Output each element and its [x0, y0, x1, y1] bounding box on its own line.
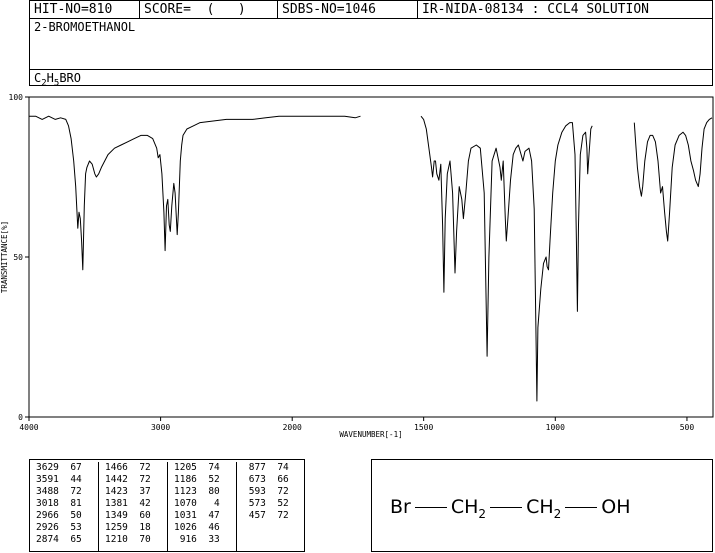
peak-column-1: 3629 67 3591 44 3488 72 3018 81 2966 50 … — [30, 462, 99, 551]
peak-table: 3629 67 3591 44 3488 72 3018 81 2966 50 … — [29, 459, 305, 552]
peak-entry: 1210 70 — [105, 534, 151, 545]
peak-entry: 1259 18 — [105, 522, 151, 533]
single-bond — [565, 507, 598, 508]
molecular-formula: C2H5BRO — [34, 71, 81, 90]
header-panel: HIT-NO=810 SCORE= ( ) SDBS-NO=1046 IR-NI… — [29, 0, 713, 88]
formula-divider — [30, 69, 712, 70]
header-row: HIT-NO=810 SCORE= ( ) SDBS-NO=1046 IR-NI… — [30, 1, 712, 19]
spectrum-segment-2 — [420, 115, 593, 402]
peak-entry: 3591 44 — [36, 474, 82, 485]
peak-entry: 1186 52 — [174, 474, 220, 485]
x-axis: 4000 3000 2000 1500 1000 500 — [19, 417, 694, 432]
structural-formula: Br CH2 CH2 OH — [390, 496, 631, 521]
peak-entry: 593 72 — [243, 486, 289, 497]
peak-column-3: 1205 74 1186 52 1123 80 1070 4 1031 47 1… — [168, 462, 237, 551]
peak-entry: 1381 42 — [105, 498, 151, 509]
group-oh: OH — [601, 496, 631, 518]
group-ch2-b: CH — [526, 496, 554, 518]
peak-entry: 1442 72 — [105, 474, 151, 485]
peak-entry: 2926 53 — [36, 522, 82, 533]
single-bond — [414, 507, 447, 508]
peak-entry: 3018 81 — [36, 498, 82, 509]
hit-number: HIT-NO=810 — [30, 1, 140, 18]
peak-entry: 916 33 — [174, 534, 220, 545]
peak-entry: 673 66 — [243, 474, 289, 485]
peak-column-4: 877 74 673 66 593 72 573 52 457 72 — [237, 462, 306, 551]
peak-entry: 877 74 — [243, 462, 289, 473]
peak-entry: 1423 37 — [105, 486, 151, 497]
peak-entry: 573 52 — [243, 498, 289, 509]
peak-entry: 2874 65 — [36, 534, 82, 545]
x-tick-label: 3000 — [151, 423, 170, 432]
spectrum-series — [29, 115, 713, 402]
peak-entry: 457 72 — [243, 510, 289, 521]
peak-entry: 1123 80 — [174, 486, 220, 497]
group-ch2-a: CH — [450, 496, 479, 518]
formula-c: C — [34, 71, 42, 85]
sdbs-number: SDBS-NO=1046 — [278, 1, 418, 18]
formula-c-count: 2 — [41, 78, 47, 89]
x-tick-label: 1500 — [414, 423, 433, 432]
peak-entry: 1026 46 — [174, 522, 220, 533]
compound-name: 2-BROMOETHANOL — [34, 20, 136, 34]
group-ch2-b-count: 2 — [553, 506, 562, 521]
peak-entry: 1031 47 — [174, 510, 220, 521]
ir-spectrum-chart: 0 50 100 4000 3000 2000 1500 1000 500 WAVENUMBE… — [0, 93, 714, 439]
y-tick-label: 100 — [9, 93, 24, 102]
x-tick-label: 2000 — [283, 423, 302, 432]
spectrum-segment-3 — [633, 117, 713, 242]
single-bond — [490, 507, 523, 508]
peak-entry: 1466 72 — [105, 462, 151, 473]
x-tick-label: 500 — [680, 423, 695, 432]
formula-h-count: 5 — [53, 78, 60, 89]
y-tick-label: 0 — [18, 413, 23, 422]
structure-panel: Br CH2 CH2 OH — [371, 459, 713, 552]
peak-entry: 3629 67 — [36, 462, 82, 473]
x-tick-label: 1000 — [546, 423, 565, 432]
peak-entry: 3488 72 — [36, 486, 82, 497]
atom-br: Br — [390, 496, 411, 518]
ir-identifier: IR-NIDA-08134 : CCL4 SOLUTION — [422, 2, 649, 17]
y-tick-label: 50 — [13, 253, 23, 262]
spectrum-segment-1 — [29, 115, 361, 271]
plot-frame — [28, 96, 714, 418]
x-tick-label: 4000 — [19, 423, 38, 432]
peak-entry: 2966 50 — [36, 510, 82, 521]
y-axis-label: TRANSMITTANCE[%] — [0, 221, 9, 293]
group-ch2-a-count: 2 — [478, 506, 487, 521]
peak-entry: 1070 4 — [174, 498, 220, 509]
peak-entry: 1349 60 — [105, 510, 151, 521]
peak-entry: 1205 74 — [174, 462, 220, 473]
formula-h: H — [46, 71, 54, 85]
y-axis: 0 50 100 — [9, 93, 29, 422]
peak-column-2: 1466 72 1442 72 1423 37 1381 42 1349 60 … — [99, 462, 168, 551]
x-axis-label: WAVENUMBER[-1] — [339, 430, 402, 439]
score: SCORE= ( ) — [140, 1, 278, 18]
formula-rest: BRO — [59, 71, 81, 85]
